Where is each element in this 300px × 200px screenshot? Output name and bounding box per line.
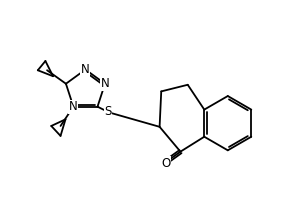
Text: S: S	[104, 105, 112, 118]
Text: N: N	[100, 77, 109, 90]
Text: N: N	[69, 100, 78, 113]
Text: N: N	[81, 63, 90, 76]
Text: O: O	[161, 157, 170, 170]
